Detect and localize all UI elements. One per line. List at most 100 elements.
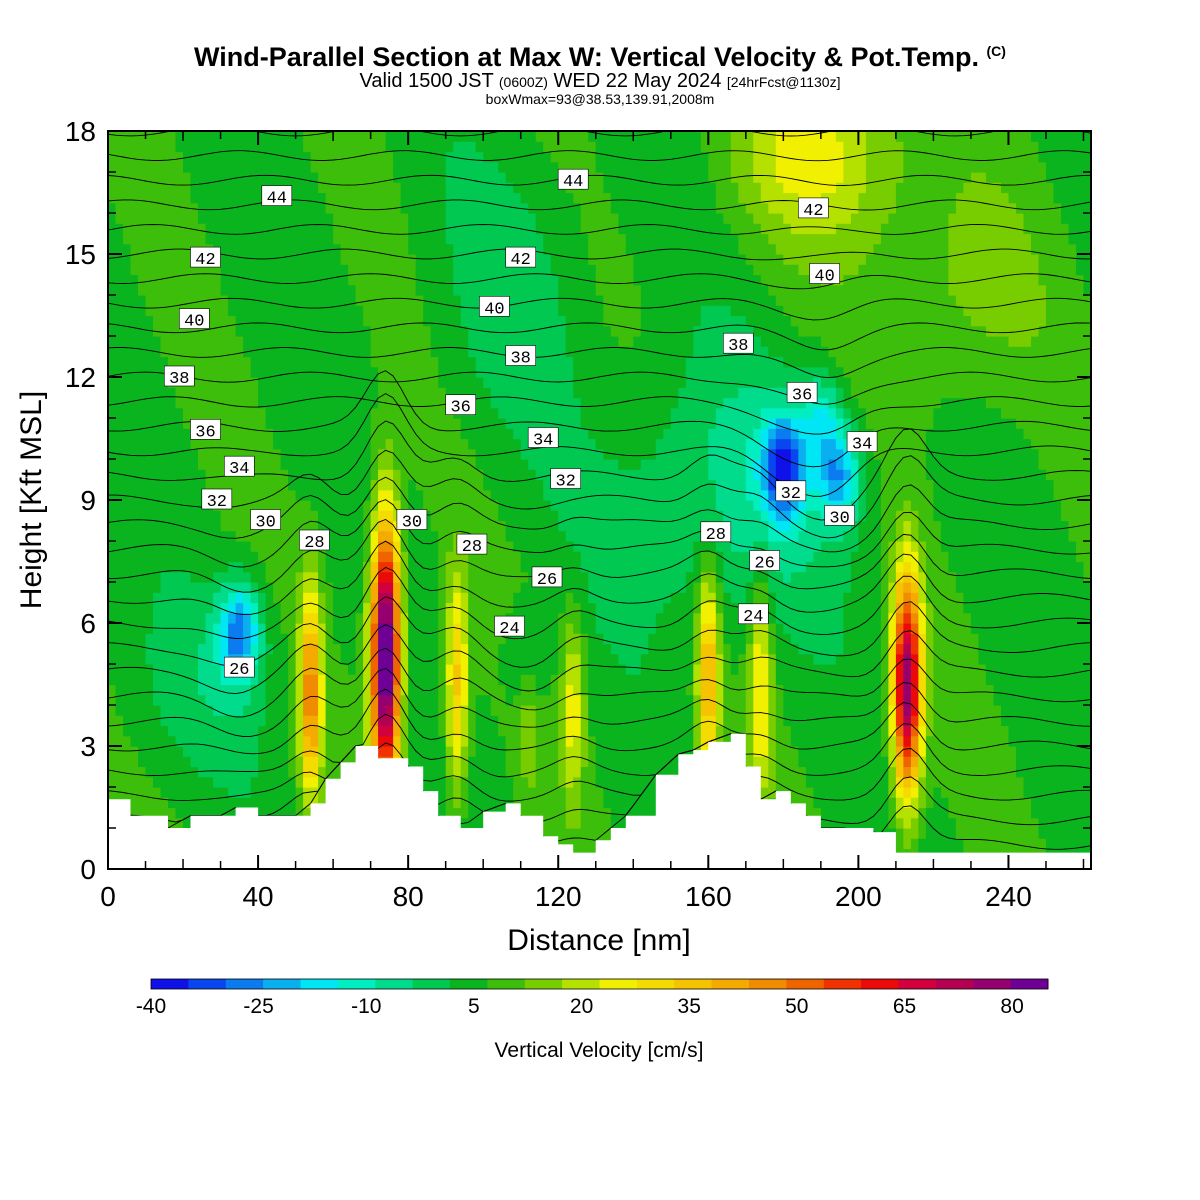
velocity-cell: [213, 284, 222, 296]
velocity-cell: [453, 305, 462, 317]
velocity-cell: [423, 479, 432, 491]
velocity-cell: [535, 602, 544, 614]
velocity-cell: [115, 602, 124, 614]
velocity-cell: [138, 131, 147, 142]
velocity-cell: [138, 325, 147, 337]
velocity-cell: [550, 182, 559, 194]
velocity-cell: [558, 264, 567, 276]
velocity-cell: [190, 459, 199, 470]
velocity-cell: [250, 182, 259, 194]
velocity-cell: [453, 520, 462, 532]
velocity-cell: [378, 172, 387, 183]
velocity-cell: [340, 623, 349, 634]
velocity-cell: [408, 254, 417, 265]
velocity-cell: [595, 674, 604, 686]
velocity-cell: [333, 684, 342, 696]
velocity-cell: [588, 254, 597, 265]
velocity-cell: [490, 489, 499, 501]
velocity-cell: [108, 336, 117, 347]
velocity-cell: [295, 141, 304, 153]
velocity-cell: [243, 428, 252, 440]
velocity-cell: [258, 448, 267, 460]
velocity-cell: [160, 530, 169, 542]
velocity-cell: [348, 264, 357, 276]
velocity-cell: [295, 254, 304, 265]
velocity-cell: [168, 787, 177, 798]
velocity-cell: [138, 172, 147, 183]
velocity-cell: [415, 448, 424, 460]
velocity-cell: [355, 510, 364, 522]
velocity-cell: [220, 151, 229, 163]
velocity-cell: [310, 428, 319, 440]
velocity-cell: [198, 602, 207, 614]
velocity-cell: [610, 694, 619, 706]
velocity-cell: [190, 192, 199, 204]
velocity-cell: [513, 489, 522, 501]
velocity-cell: [175, 264, 184, 276]
velocity-cell: [288, 305, 297, 317]
velocity-cell: [288, 202, 297, 214]
velocity-cell: [318, 356, 327, 368]
velocity-cell: [145, 684, 154, 696]
velocity-cell: [123, 459, 132, 470]
velocity-cell: [220, 705, 229, 716]
velocity-cell: [408, 192, 417, 204]
chart-subtitle: Valid 1500 JST (0600Z) WED 22 May 2024 […: [0, 70, 1200, 93]
velocity-cell: [303, 141, 312, 153]
velocity-cell: [273, 356, 282, 368]
velocity-cell: [580, 633, 589, 645]
velocity-cell: [130, 223, 139, 235]
velocity-cell: [453, 756, 462, 768]
velocity-cell: [310, 725, 319, 737]
velocity-cell: [370, 684, 379, 696]
velocity-cell: [505, 797, 514, 809]
velocity-cell: [280, 315, 289, 327]
velocity-cell: [520, 459, 529, 470]
velocity-cell: [550, 213, 559, 224]
velocity-cell: [460, 643, 469, 655]
velocity-cell: [265, 612, 274, 624]
velocity-cell: [385, 582, 394, 593]
velocity-cell: [243, 223, 252, 235]
velocity-cell: [370, 305, 379, 317]
velocity-cell: [138, 141, 147, 153]
velocity-cell: [145, 192, 154, 204]
velocity-cell: [610, 254, 619, 265]
velocity-cell: [490, 182, 499, 194]
velocity-cell: [453, 295, 462, 306]
velocity-cell: [603, 694, 612, 706]
velocity-cell: [258, 131, 267, 142]
velocity-cell: [550, 192, 559, 204]
velocity-cell: [468, 223, 477, 235]
velocity-cell: [580, 418, 589, 429]
velocity-cell: [445, 356, 454, 368]
velocity-cell: [378, 459, 387, 470]
velocity-cell: [595, 582, 604, 593]
velocity-cell: [160, 397, 169, 409]
velocity-cell: [498, 223, 507, 235]
velocity-cell: [138, 213, 147, 224]
velocity-cell: [190, 264, 199, 276]
velocity-cell: [468, 561, 477, 573]
velocity-cell: [385, 418, 394, 429]
velocity-cell: [355, 397, 364, 409]
velocity-cell: [183, 151, 192, 163]
velocity-cell: [550, 684, 559, 696]
velocity-cell: [355, 664, 364, 675]
velocity-cell: [130, 746, 139, 757]
velocity-cell: [205, 530, 214, 542]
velocity-cell: [115, 541, 124, 552]
velocity-cell: [475, 182, 484, 194]
velocity-cell: [528, 366, 537, 378]
velocity-cell: [333, 438, 342, 450]
velocity-cell: [235, 325, 244, 337]
velocity-cell: [160, 807, 169, 819]
velocity-cell: [228, 243, 237, 255]
velocity-cell: [250, 418, 259, 429]
velocity-cell: [288, 448, 297, 460]
velocity-cell: [265, 325, 274, 337]
velocity-cell: [340, 387, 349, 399]
velocity-cell: [145, 295, 154, 306]
velocity-cell: [565, 202, 574, 214]
velocity-cell: [580, 582, 589, 593]
